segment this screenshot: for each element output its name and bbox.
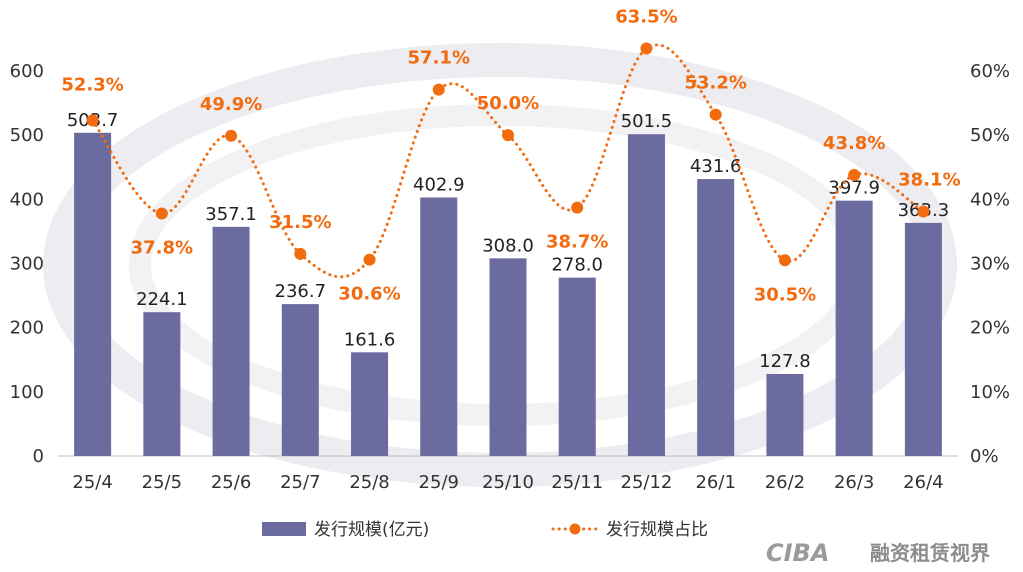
- ratio-label: 63.5%: [615, 7, 677, 28]
- x-tick: 25/10: [482, 472, 534, 493]
- brand-logo: CIBA: [766, 539, 829, 567]
- bar-label: 236.7: [275, 281, 327, 302]
- x-tick: 25/8: [349, 472, 389, 493]
- ratio-point: [86, 114, 99, 127]
- y-right-tick: 10%: [970, 382, 1010, 403]
- x-tick: 25/5: [142, 472, 182, 493]
- x-tick: 25/4: [72, 472, 112, 493]
- y-left-tick: 400: [10, 189, 44, 210]
- bar: [697, 179, 735, 456]
- bar-labels: 503.7224.1357.1236.7161.6402.9308.0278.0…: [67, 110, 949, 372]
- bar-label: 278.0: [551, 255, 603, 276]
- ratio-points: [86, 42, 930, 267]
- y-left-tick: 500: [10, 125, 44, 146]
- brand-text: 融资租赁视界: [870, 541, 990, 565]
- ratio-point: [502, 129, 514, 142]
- ratio-label: 49.9%: [200, 94, 262, 115]
- ratio-label: 37.8%: [131, 237, 193, 258]
- bar: [558, 277, 596, 456]
- legend-line-marker: [569, 523, 581, 535]
- ratio-point: [363, 253, 376, 266]
- bar-label: 161.6: [344, 329, 396, 350]
- y-right-tick: 0%: [970, 446, 999, 467]
- y-right-tick-labels: 0% 10% 20% 30% 40% 50% 60%: [970, 61, 1010, 467]
- y-left-tick: 600: [10, 61, 44, 82]
- ratio-point: [225, 129, 238, 142]
- legend: 发行规模(亿元) 发行规模占比: [262, 520, 708, 540]
- ratio-point: [848, 168, 861, 181]
- ratio-label: 53.2%: [684, 73, 746, 94]
- ratio-point: [432, 83, 445, 96]
- bar-label: 402.9: [413, 174, 465, 195]
- legend-line-label: 发行规模占比: [606, 520, 708, 540]
- bar: [143, 312, 181, 456]
- ratio-label: 38.7%: [546, 232, 608, 253]
- bars: [74, 132, 942, 457]
- bar: [766, 373, 804, 456]
- ratio-point: [155, 207, 168, 220]
- y-right-tick: 40%: [970, 189, 1010, 210]
- legend-bar-swatch: [262, 522, 306, 536]
- x-tick: 26/1: [695, 472, 735, 493]
- ratio-label: 57.1%: [408, 48, 470, 69]
- ratio-label: 30.5%: [754, 284, 816, 305]
- ratio-label: 43.8%: [823, 133, 885, 154]
- brand-watermark: CIBA 融资租赁视界: [766, 539, 990, 567]
- bar-label: 357.1: [205, 204, 257, 225]
- ratio-labels: 52.3% 37.8% 49.9% 31.5% 30.6% 57.1% 50.0% 38.7%…: [61, 7, 960, 306]
- ratio-point: [571, 201, 584, 214]
- x-tick: 26/4: [903, 472, 943, 493]
- bar: [627, 134, 665, 456]
- y-right-tick: 30%: [970, 254, 1010, 275]
- x-tick: 25/6: [211, 472, 251, 493]
- legend-bar-label: 发行规模(亿元): [314, 520, 429, 540]
- x-tick: 26/2: [765, 472, 805, 493]
- x-tick: 25/11: [551, 472, 603, 493]
- ratio-point: [778, 254, 791, 267]
- bar: [489, 258, 527, 456]
- y-right-tick: 20%: [970, 318, 1010, 339]
- x-tick: 25/7: [280, 472, 320, 493]
- bar-label: 308.0: [482, 235, 534, 256]
- ratio-point: [709, 108, 722, 121]
- bar: [281, 304, 319, 456]
- ratio-label: 38.1%: [898, 170, 960, 191]
- bar-label: 431.6: [690, 156, 742, 177]
- y-left-tick-labels: 0 100 200 300 400 500 600: [10, 61, 44, 467]
- ratio-label: 50.0%: [477, 93, 539, 114]
- bar: [835, 200, 873, 456]
- x-tick: 26/3: [834, 472, 874, 493]
- x-tick-labels: 25/4 25/5 25/6 25/7 25/8 25/9 25/10 25/11 25/12 2…: [72, 472, 943, 493]
- ratio-label: 31.5%: [269, 212, 331, 233]
- bar-label: 224.1: [136, 289, 188, 310]
- ratio-label: 52.3%: [61, 74, 123, 95]
- bar: [420, 197, 458, 456]
- y-left-tick: 0: [33, 446, 44, 467]
- y-left-tick: 300: [10, 254, 44, 275]
- ratio-point: [294, 247, 307, 260]
- bar: [351, 352, 389, 456]
- ratio-label: 30.6%: [338, 284, 400, 305]
- y-left-tick: 200: [10, 318, 44, 339]
- bar-label: 127.8: [759, 351, 811, 372]
- y-left-tick: 100: [10, 382, 44, 403]
- bar-label: 397.9: [828, 178, 880, 199]
- x-tick: 25/12: [621, 472, 673, 493]
- y-right-tick: 50%: [970, 125, 1010, 146]
- bar-label: 501.5: [621, 111, 673, 132]
- ratio-point: [640, 42, 653, 55]
- x-tick: 25/9: [419, 472, 459, 493]
- bar: [74, 132, 112, 457]
- ratio-point: [917, 205, 930, 218]
- bar: [904, 222, 942, 456]
- y-right-tick: 60%: [970, 61, 1010, 82]
- bar: [212, 226, 250, 456]
